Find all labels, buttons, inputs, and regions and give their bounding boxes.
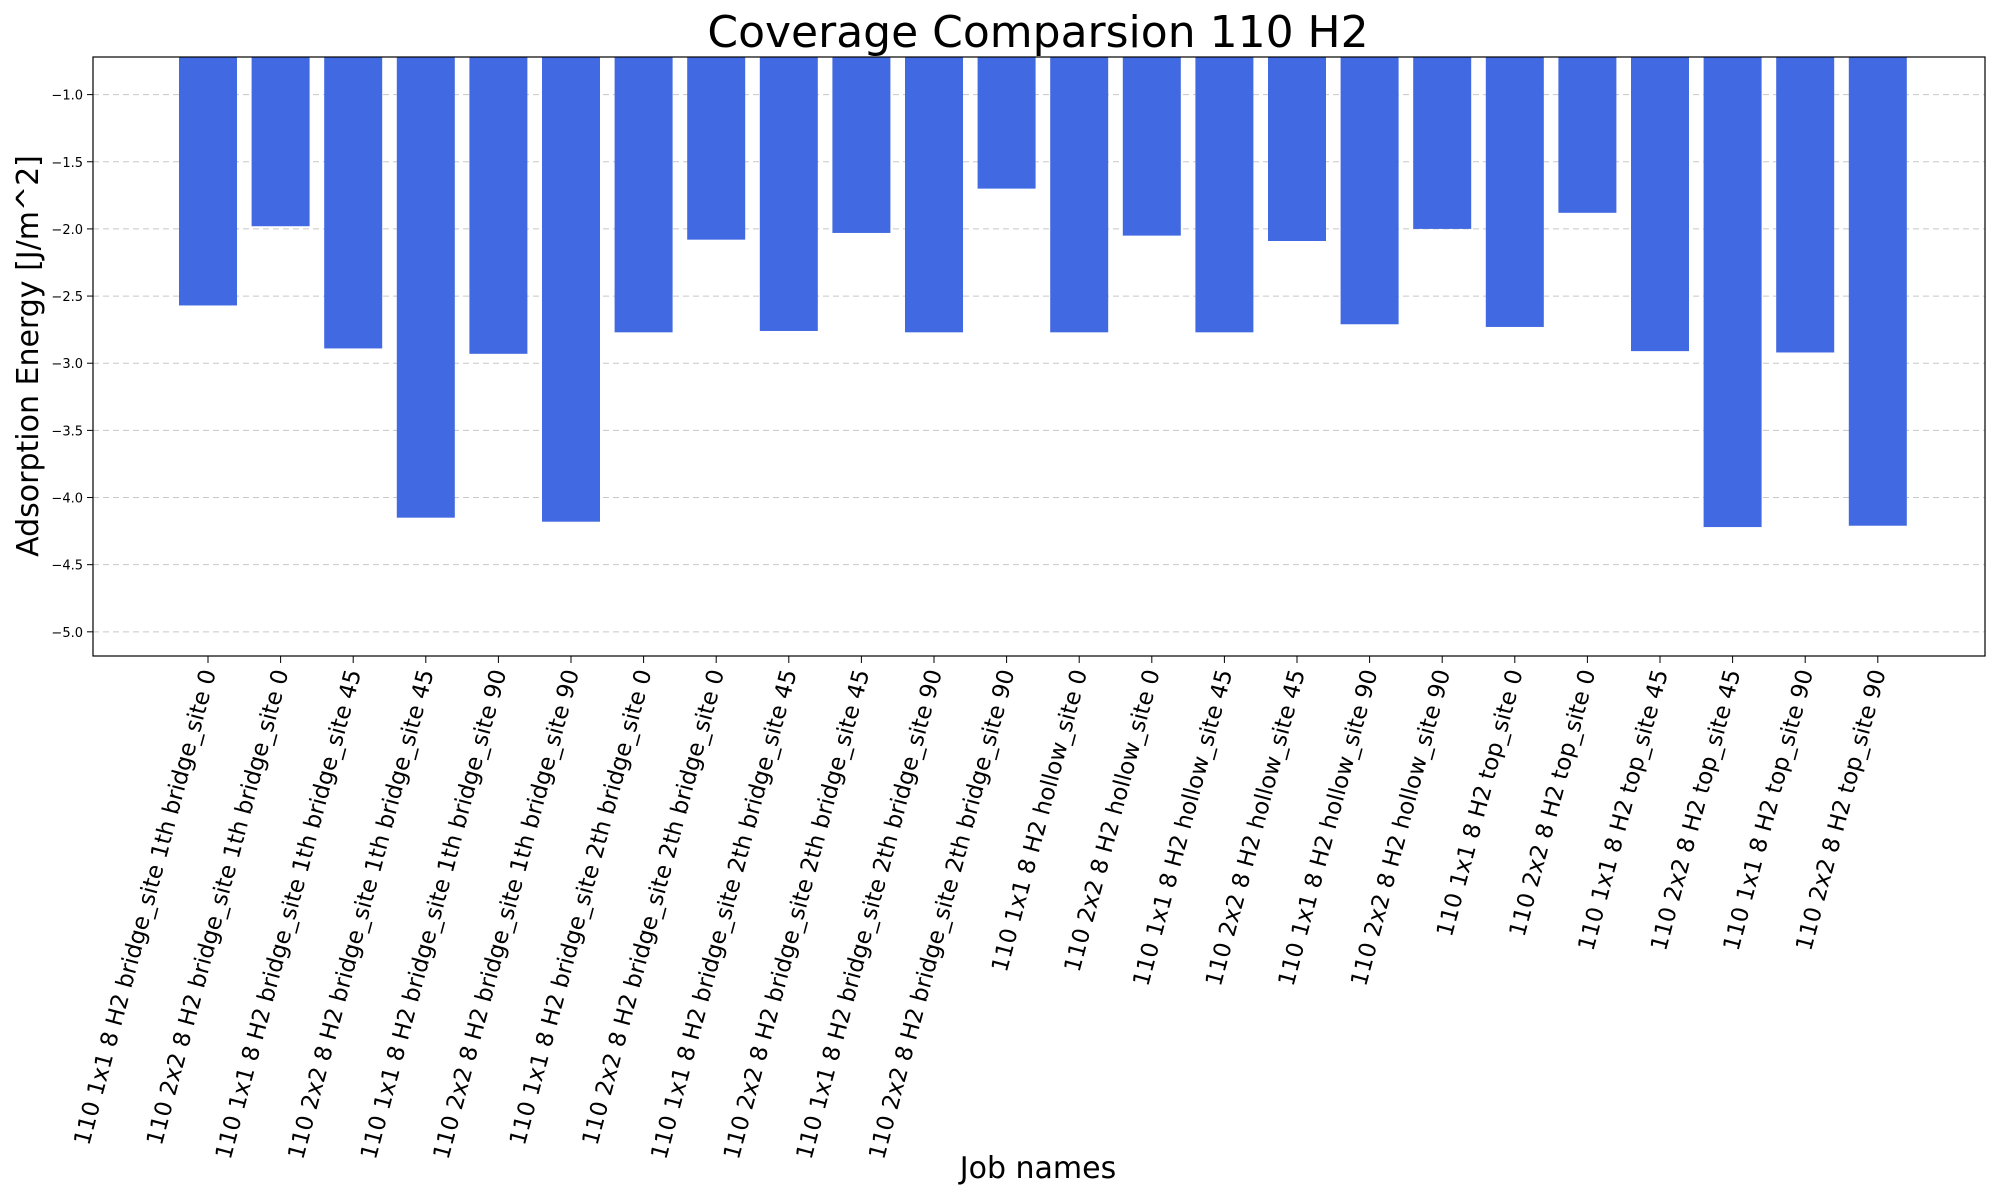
y-tick-label: −1.5: [51, 156, 83, 171]
bar: [1558, 57, 1617, 213]
bar: [1340, 57, 1399, 325]
bar: [1703, 57, 1762, 528]
x-axis-ticks: 110 1x1 8 H2 bridge_site 1th bridge_site…: [70, 656, 1892, 1162]
plot-frame: [92, 56, 1986, 657]
y-tick-label: −2.0: [51, 223, 83, 238]
bar: [396, 57, 455, 518]
bar: [542, 57, 600, 522]
y-tick-label: −1.0: [51, 89, 83, 104]
y-axis-ticks: −1.0 −1.5 −2.0 −2.5 −3.0 −3.5 −4.0 −4.5 −5.0: [51, 89, 93, 641]
y-tick-label: −2.5: [51, 290, 83, 305]
chart-title: Coverage Comparsion 110 H2: [707, 7, 1368, 58]
y-tick-label: −4.0: [51, 492, 83, 507]
x-tick-label: 110 2x2 8 H2 bridge_site 1th bridge_site…: [429, 667, 585, 1162]
x-tick-label: 110 1x1 8 H2 bridge_site 2th bridge_site…: [647, 667, 803, 1162]
bar: [905, 57, 963, 333]
x-tick-label: 110 1x1 8 H2 bridge_site 1th bridge_site…: [356, 667, 512, 1162]
x-tick-label: 110 2x2 8 H2 bridge_site 2th bridge_site…: [719, 667, 875, 1162]
bar: [324, 57, 383, 349]
bars: [179, 57, 1907, 528]
bar: [179, 57, 237, 306]
bar: [1631, 57, 1689, 352]
bar: [251, 57, 310, 227]
x-tick-label: 110 2x2 8 H2 bridge_site 2th bridge_site…: [578, 667, 730, 1148]
bar: [1776, 57, 1835, 353]
bar: [1268, 57, 1326, 241]
x-tick-label: 110 1x1 8 H2 bridge_site 2th bridge_site…: [792, 667, 948, 1162]
x-tick-label: 110 2x2 8 H2 bridge_site 1th bridge_site…: [284, 667, 440, 1162]
y-axis-label: Adsorption Energy [J/m^2]: [11, 155, 46, 557]
y-tick-label: −3.0: [51, 357, 83, 372]
x-tick-label: 110 2x2 8 H2 bridge_site 1th bridge_site…: [142, 667, 294, 1148]
y-tick-label: −4.5: [51, 559, 83, 574]
bar: [687, 57, 746, 240]
bar: [1485, 57, 1544, 327]
x-tick-label: 110 1x1 8 H2 bridge_site 1th bridge_site…: [211, 667, 367, 1162]
x-tick-label: 110 1x1 8 H2 bridge_site 2th bridge_site…: [505, 667, 657, 1148]
bar: [614, 57, 673, 333]
x-tick-label: 110 2x2 8 H2 bridge_site 2th bridge_site…: [864, 667, 1020, 1162]
bar: [832, 57, 891, 233]
x-tick-label: 110 1x1 8 H2 bridge_site 1th bridge_site…: [70, 667, 222, 1148]
y-tick-label: −5.0: [51, 626, 83, 641]
y-tick-label: −3.5: [51, 424, 83, 439]
x-axis-label: Job names: [958, 1151, 1117, 1186]
bar: [1050, 57, 1109, 333]
bar: [977, 57, 1036, 189]
bar: [1848, 57, 1907, 526]
bar: [1413, 57, 1472, 229]
bar: [1195, 57, 1254, 333]
bar: [1122, 57, 1181, 236]
bar: [759, 57, 818, 331]
bar: [469, 57, 528, 354]
